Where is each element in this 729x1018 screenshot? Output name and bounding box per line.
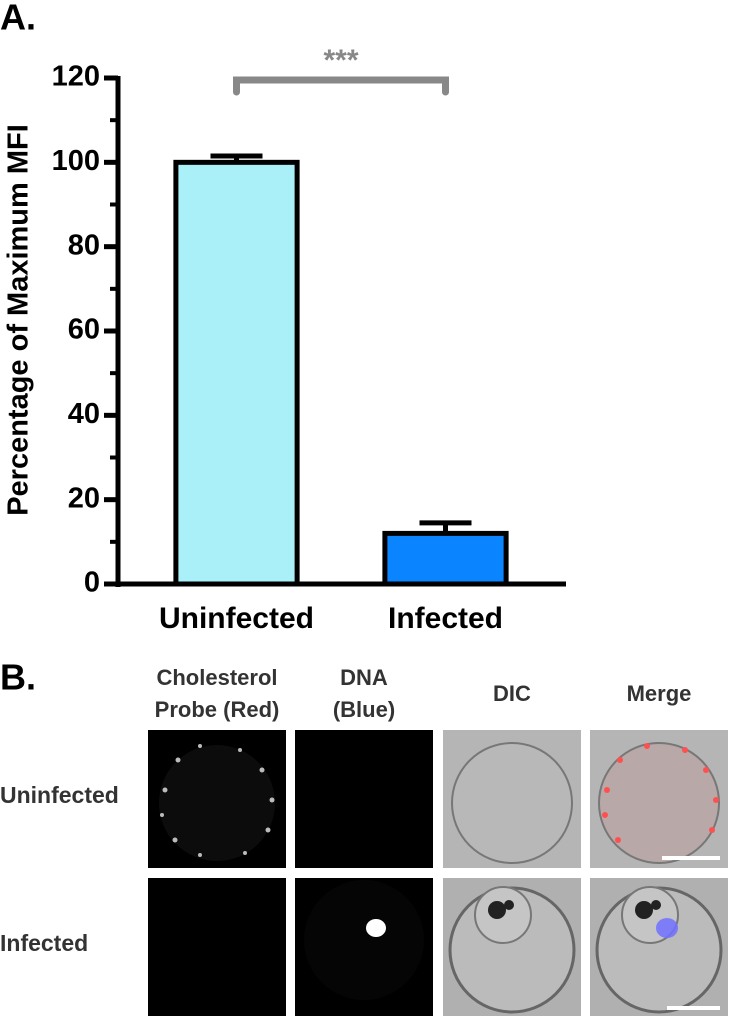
column-header: Cholesterol Probe (Red) <box>154 665 280 722</box>
x-tick-label: Infected <box>388 602 503 635</box>
panel-label: A. <box>0 0 36 38</box>
bar <box>173 159 300 587</box>
x-tick-label: Uninfected <box>159 602 314 635</box>
column-header: DIC <box>493 681 531 706</box>
y-tick-label: 120 <box>52 61 100 93</box>
significance-bracket <box>233 76 449 96</box>
micrographs <box>148 730 728 1016</box>
y-axis-label: Percentage of Maximum MFI <box>3 124 35 516</box>
y-tick-label: 80 <box>68 229 100 261</box>
column-header: Merge <box>626 681 692 706</box>
column-header: DNA (Blue) <box>332 665 396 722</box>
panel-label: B. <box>0 657 36 698</box>
error-bar <box>210 153 263 163</box>
y-tick-label: 40 <box>68 398 100 430</box>
bar <box>382 530 509 587</box>
y-tick-label: 60 <box>68 314 100 346</box>
error-bar <box>419 520 472 534</box>
significance-label: *** <box>323 44 358 77</box>
row-label: Uninfected <box>0 782 119 808</box>
y-tick-label: 0 <box>84 567 100 599</box>
y-tick-label: 20 <box>68 482 100 514</box>
row-label: Infected <box>0 930 88 956</box>
y-tick-label: 100 <box>52 145 100 177</box>
